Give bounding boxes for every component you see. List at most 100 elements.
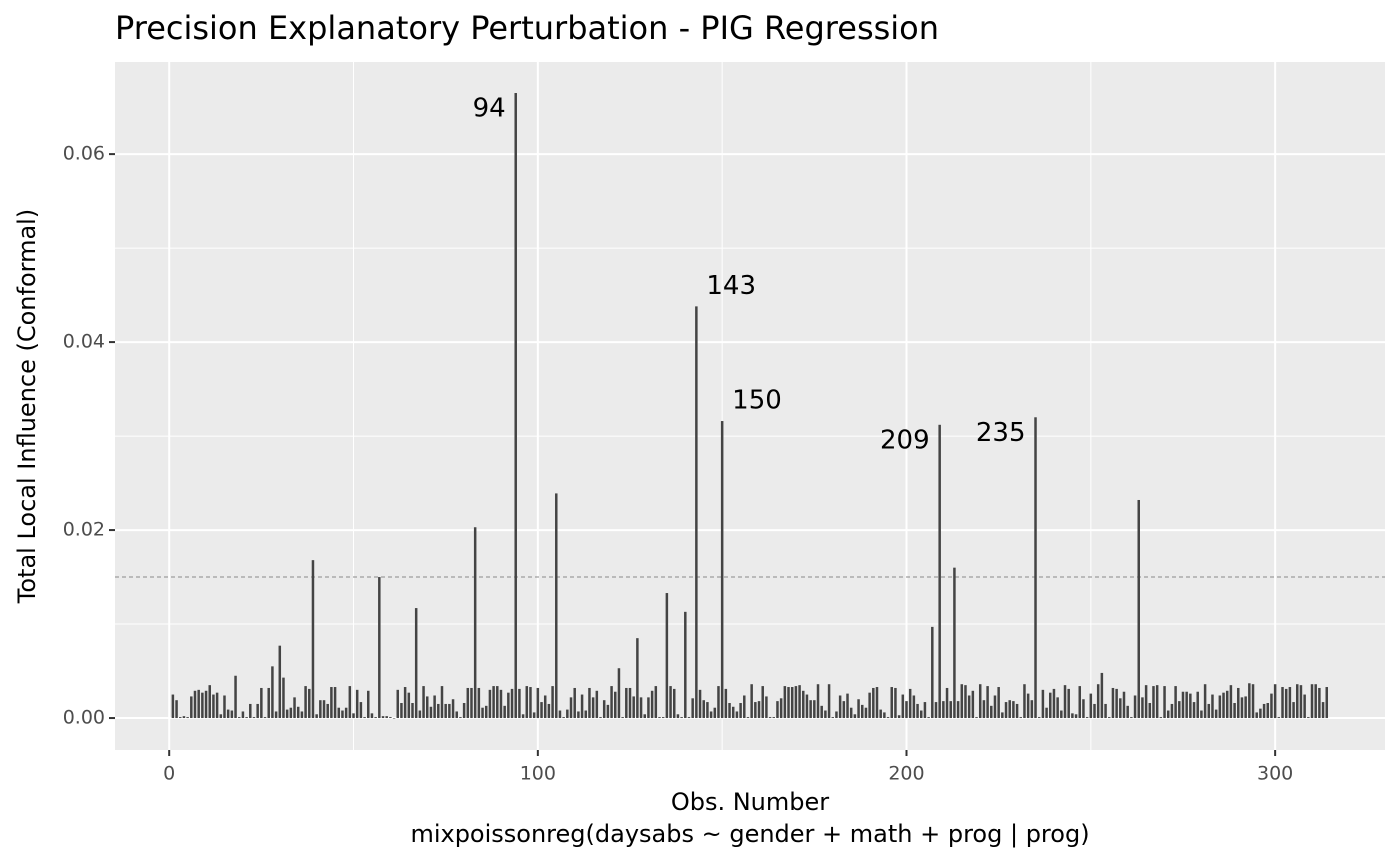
bar xyxy=(890,687,893,719)
bar xyxy=(488,689,492,719)
bar xyxy=(1192,702,1196,719)
bar xyxy=(942,701,945,719)
bar xyxy=(551,686,554,719)
bar xyxy=(599,717,602,719)
bar xyxy=(562,717,565,719)
bar xyxy=(484,705,488,719)
bar xyxy=(691,698,694,719)
y-tick-label: 0.04 xyxy=(63,331,105,353)
bar xyxy=(503,705,506,719)
bar xyxy=(827,684,831,719)
bar xyxy=(798,685,801,719)
bar xyxy=(363,717,366,719)
bar xyxy=(816,684,820,719)
bar xyxy=(1060,710,1063,719)
bar xyxy=(245,717,248,719)
bar xyxy=(978,684,982,719)
bar xyxy=(370,713,374,719)
bar xyxy=(326,703,329,719)
bar xyxy=(1015,703,1019,719)
bar xyxy=(698,689,702,719)
bar xyxy=(731,706,735,719)
bar xyxy=(643,714,647,719)
bar xyxy=(1115,688,1118,719)
bar xyxy=(1237,687,1240,719)
bar xyxy=(1159,717,1163,719)
bar xyxy=(448,703,451,719)
bar xyxy=(271,666,274,719)
bar xyxy=(444,703,447,719)
annotation: 94 xyxy=(473,94,506,124)
bar xyxy=(632,696,635,719)
bar xyxy=(665,593,669,719)
bar xyxy=(359,702,363,719)
bar xyxy=(787,687,790,719)
bar xyxy=(1045,707,1048,719)
bar xyxy=(783,686,787,719)
bar xyxy=(754,702,757,719)
bar xyxy=(171,694,175,719)
bar xyxy=(1273,684,1277,719)
bar xyxy=(838,695,842,719)
bar xyxy=(481,707,484,719)
bar xyxy=(179,717,182,719)
bar xyxy=(614,691,617,719)
bar xyxy=(706,702,709,719)
bar xyxy=(1296,684,1299,719)
bar xyxy=(518,688,521,719)
bar xyxy=(374,717,377,719)
bar xyxy=(422,686,425,719)
bar xyxy=(1255,712,1258,719)
bar xyxy=(993,695,997,719)
bar xyxy=(249,703,252,719)
bar xyxy=(934,702,938,719)
bar xyxy=(912,695,916,719)
bar xyxy=(1093,703,1096,719)
bar xyxy=(757,701,761,719)
bar xyxy=(322,700,326,719)
bar xyxy=(175,700,178,719)
bar xyxy=(304,686,307,719)
bar xyxy=(190,696,193,719)
bar xyxy=(182,716,186,719)
bar xyxy=(923,702,927,719)
annotation: 150 xyxy=(732,386,782,416)
bar xyxy=(1008,700,1011,719)
bar xyxy=(820,705,823,719)
bar xyxy=(514,93,517,719)
bar xyxy=(1078,686,1082,719)
bar xyxy=(591,697,595,719)
bar xyxy=(263,717,267,719)
bar xyxy=(437,703,440,719)
bar xyxy=(466,687,470,719)
bar xyxy=(805,694,809,719)
bar xyxy=(521,714,525,719)
bar xyxy=(1174,686,1177,719)
bar xyxy=(750,684,753,719)
bar xyxy=(1281,687,1284,719)
bar xyxy=(237,717,241,719)
bar xyxy=(389,717,392,719)
bar xyxy=(492,686,495,719)
bar xyxy=(743,695,746,719)
bar xyxy=(197,689,200,719)
bar xyxy=(226,709,230,719)
bar xyxy=(425,696,429,719)
bar xyxy=(282,677,285,719)
bar xyxy=(1170,703,1174,719)
bar xyxy=(1259,708,1262,719)
bar xyxy=(997,687,1000,719)
bar xyxy=(1067,688,1070,719)
bar xyxy=(315,714,318,719)
x-axis-label: Obs. Number xyxy=(671,788,829,816)
bar xyxy=(507,692,510,719)
bar xyxy=(414,608,418,719)
bar xyxy=(1085,717,1089,719)
bar xyxy=(278,645,282,719)
bar xyxy=(953,567,956,719)
bar xyxy=(1137,499,1140,719)
bar xyxy=(1240,697,1244,719)
bar xyxy=(975,717,978,719)
bar xyxy=(433,695,436,719)
bar xyxy=(824,710,827,719)
